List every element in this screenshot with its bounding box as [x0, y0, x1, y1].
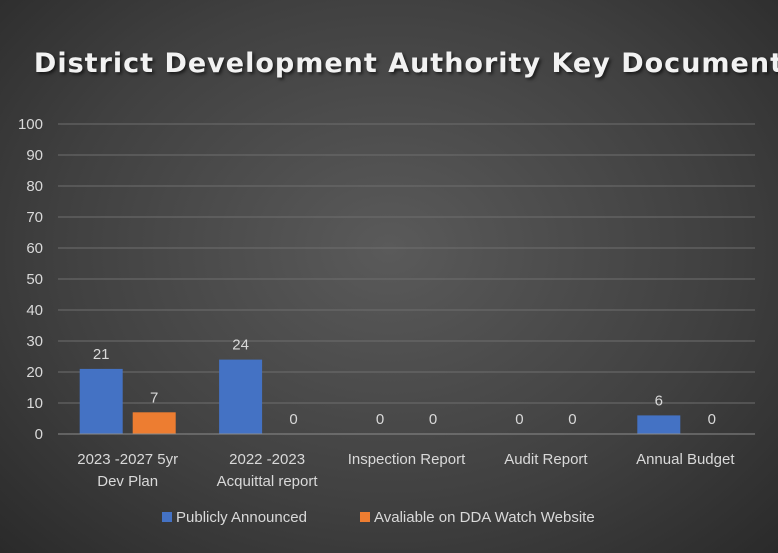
bars	[79, 359, 681, 434]
data-label: 0	[515, 411, 523, 428]
y-tick-label: 50	[26, 271, 43, 288]
y-tick-label: 80	[26, 178, 43, 195]
data-label: 7	[150, 389, 158, 406]
legend: Publicly Announced Avaliable on DDA Watch…	[162, 509, 595, 526]
x-category-label: Inspection Report	[348, 451, 466, 468]
legend-label: Publicly Announced	[176, 509, 307, 526]
y-tick-label: 60	[26, 240, 43, 257]
bar	[132, 412, 176, 434]
bar	[219, 359, 263, 434]
data-label: 0	[708, 411, 716, 428]
chart-title: District Development Authority Key Docum…	[33, 48, 778, 79]
y-tick-label: 100	[18, 116, 43, 133]
y-tick-label: 70	[26, 209, 43, 226]
data-label: 0	[289, 411, 297, 428]
y-tick-label: 30	[26, 333, 43, 350]
gridlines	[58, 123, 755, 404]
y-tick-label: 0	[35, 426, 43, 443]
x-category-label: Annual Budget	[636, 451, 735, 468]
data-label: 0	[429, 411, 437, 428]
legend-swatch	[162, 512, 172, 522]
data-label: 6	[655, 392, 663, 409]
legend-label: Avaliable on DDA Watch Website	[374, 509, 595, 526]
y-tick-label: 40	[26, 302, 43, 319]
data-label: 0	[376, 411, 384, 428]
x-category-label: Audit Report	[504, 451, 588, 468]
data-label: 0	[568, 411, 576, 428]
y-tick-label: 10	[26, 395, 43, 412]
data-labels: 21 7 24 0 0 0 0 0 6 0	[93, 337, 716, 428]
x-category-label: 2023 -2027 5yr Dev Plan	[77, 451, 178, 490]
x-category-label: 2022 -2023 Acquittal report	[217, 451, 319, 490]
data-label: 21	[93, 346, 110, 363]
y-tick-label: 90	[26, 147, 43, 164]
legend-swatch	[360, 512, 370, 522]
bar	[637, 415, 681, 434]
y-tick-label: 20	[26, 364, 43, 381]
data-label: 24	[232, 337, 249, 354]
bar	[79, 368, 123, 434]
